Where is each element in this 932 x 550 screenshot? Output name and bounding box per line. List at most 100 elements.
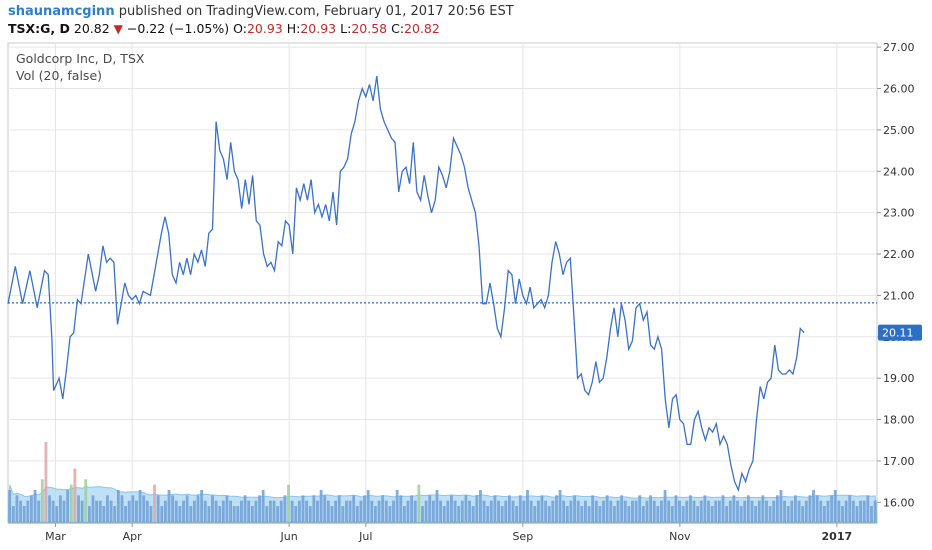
volume-bar <box>739 506 743 522</box>
volume-bar <box>453 500 457 522</box>
volume-bar <box>19 500 22 522</box>
username-link[interactable]: shaunamcginn <box>8 4 115 19</box>
volume-bar <box>283 495 287 522</box>
volume-bar <box>40 479 44 522</box>
volume-bar <box>746 495 750 522</box>
volume-bar <box>547 506 551 522</box>
volume-bar <box>116 490 120 522</box>
y-tick-label: 16.00 <box>883 496 915 509</box>
volume-bar <box>381 495 385 522</box>
volume-bar <box>522 500 526 522</box>
close-value: 20.82 <box>404 21 440 36</box>
volume-bar <box>98 500 102 522</box>
volume-bar <box>507 495 511 522</box>
price-axis[interactable]: 16.0017.0018.0019.0020.0021.0022.0023.00… <box>877 41 915 509</box>
volume-bar <box>696 506 700 522</box>
volume-bar <box>442 506 446 522</box>
volume-bar <box>37 500 41 522</box>
volume-bar <box>319 490 323 522</box>
volume-bar <box>359 500 363 522</box>
volume-bar <box>768 506 772 522</box>
volume-bar <box>200 490 204 522</box>
volume-bar <box>584 500 587 522</box>
volume-bar <box>634 500 638 522</box>
volume-bar <box>44 442 48 522</box>
volume-bar <box>330 506 334 522</box>
volume-bar <box>388 506 392 522</box>
volume-bar <box>279 500 283 522</box>
volume-bar <box>515 506 519 522</box>
price-chart[interactable]: 16.0017.0018.0019.0020.0021.0022.0023.00… <box>0 40 932 550</box>
volume-bar <box>435 490 439 522</box>
volume-bar <box>8 490 12 522</box>
volume-bar <box>374 506 377 522</box>
volume-bar <box>576 500 580 522</box>
volume-bar <box>558 490 562 522</box>
volume-bar <box>153 484 156 522</box>
volume-bar <box>450 495 453 522</box>
volume-bar <box>674 495 678 522</box>
volume-bar <box>308 506 312 522</box>
volume-bar <box>402 506 406 522</box>
volume-bar <box>736 500 739 522</box>
volume-bar <box>410 495 414 522</box>
volume-bar <box>573 495 576 522</box>
volume-bar <box>728 500 732 522</box>
volume-bar <box>55 506 59 522</box>
volume-bar <box>384 500 388 522</box>
volume-bar <box>464 495 468 522</box>
y-tick-label: 22.00 <box>883 248 915 261</box>
volume-bar <box>149 506 153 522</box>
close-label: C: <box>391 21 405 36</box>
x-tick-label: 2017 <box>822 530 853 543</box>
volume-bar <box>232 506 236 522</box>
volume-bar <box>218 506 222 522</box>
volume-bar <box>15 495 19 522</box>
volume-bar <box>399 495 403 522</box>
last-price: 20.82 <box>73 21 110 36</box>
volume-bar <box>185 495 189 522</box>
volume-bar <box>808 495 812 522</box>
last-value-tag-text: 20.11 <box>882 327 914 340</box>
volume-bar <box>305 500 309 522</box>
volume-bar <box>699 500 703 522</box>
volume-bar <box>779 490 783 522</box>
volume-bar <box>316 500 319 522</box>
volume-bar <box>211 495 214 522</box>
volume-bar <box>822 506 826 522</box>
volume-bar <box>471 506 475 522</box>
volume-bar <box>33 490 37 522</box>
volume-bar <box>616 500 620 522</box>
volume-bar <box>428 495 432 522</box>
volume-bar <box>73 468 77 522</box>
volume-bar <box>431 500 435 522</box>
volume-bar <box>790 500 794 522</box>
volume-bar <box>710 506 714 522</box>
volume-bar <box>413 500 417 522</box>
volume-bar <box>797 500 801 522</box>
volume-bar <box>457 506 461 522</box>
volume-bar <box>725 506 729 522</box>
volume-bar <box>171 495 175 522</box>
volume-bar <box>421 506 424 522</box>
volume-bar <box>631 500 634 522</box>
time-axis[interactable]: Mar Apr Jun Jul Sep Nov 2017 <box>8 522 877 543</box>
x-tick-label: Apr <box>123 530 143 543</box>
y-tick-label: 26.00 <box>883 83 915 96</box>
volume-bar <box>355 506 359 522</box>
volume-bar <box>69 484 73 522</box>
volume-bar <box>540 495 544 522</box>
change-value: −0.22 (−1.05%) <box>126 21 230 36</box>
volume-bar <box>544 500 547 522</box>
volume-bar <box>605 495 609 522</box>
volume-bar <box>127 500 131 522</box>
volume-bar <box>859 500 863 522</box>
volume-bar <box>243 495 247 522</box>
volume-bar <box>848 495 852 522</box>
volume-bar <box>870 506 873 522</box>
volume-bar <box>392 500 395 522</box>
volume-bar <box>783 500 786 522</box>
volume-bar <box>555 495 558 522</box>
volume-bar <box>497 500 500 522</box>
volume-bar <box>591 495 595 522</box>
